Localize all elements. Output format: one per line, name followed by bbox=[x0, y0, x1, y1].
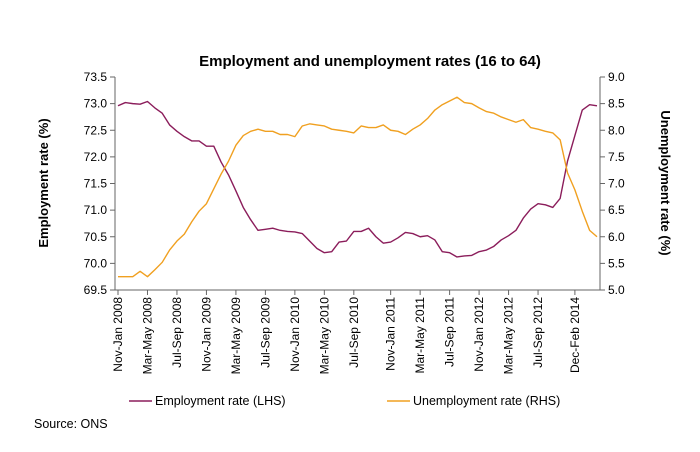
right-tick-label: 8.5 bbox=[608, 97, 625, 111]
legend-label-unemployment: Unemployment rate (RHS) bbox=[413, 394, 560, 408]
x-tick-label: Mar-May 2008 bbox=[140, 297, 154, 375]
left-tick-label: 73.5 bbox=[84, 70, 108, 84]
x-tick-label: Jul-Sep 2010 bbox=[347, 297, 361, 368]
series bbox=[117, 96, 598, 278]
left-tick-label: 72.0 bbox=[84, 150, 108, 164]
x-tick-label: Nov-Jan 2008 bbox=[111, 297, 125, 372]
left-tick-label: 70.0 bbox=[84, 256, 108, 270]
legend: Employment rate (LHS) Unemployment rate … bbox=[129, 394, 560, 408]
x-tick-label: Nov-Jan 2009 bbox=[199, 297, 213, 372]
right-tick-label: 8.0 bbox=[608, 123, 625, 137]
left-tick-label: 71.5 bbox=[84, 177, 108, 191]
x-tick-label: Mar-May 2010 bbox=[317, 297, 331, 375]
left-tick-label: 72.5 bbox=[84, 123, 108, 137]
x-tick-label: Jul-Sep 2009 bbox=[258, 297, 272, 368]
right-tick-label: 9.0 bbox=[608, 70, 625, 84]
right-tick-label: 5.0 bbox=[608, 283, 625, 297]
employment-rate-line bbox=[117, 100, 598, 258]
right-tick-label: 7.0 bbox=[608, 177, 625, 191]
source-note: Source: ONS bbox=[34, 417, 108, 431]
left-axis-title: Employment rate (%) bbox=[36, 118, 51, 247]
x-tick-label: Nov-Jan 2010 bbox=[288, 297, 302, 372]
x-tick-label: Jul-Sep 2008 bbox=[170, 297, 184, 368]
x-tick-label: Jul-Sep 2011 bbox=[443, 297, 457, 367]
right-axis-ticks: 5.0 5.5 6.0 6.5 7.0 7.5 8.0 8.5 9.0 bbox=[600, 70, 625, 297]
axes bbox=[114, 77, 601, 291]
x-tick-label: Dec-Feb 2014 bbox=[568, 297, 582, 373]
legend-label-employment: Employment rate (LHS) bbox=[155, 394, 286, 408]
left-tick-label: 69.5 bbox=[84, 283, 108, 297]
x-tick-label: Mar-May 2012 bbox=[502, 297, 516, 375]
right-tick-label: 7.5 bbox=[608, 150, 625, 164]
right-tick-label: 5.5 bbox=[608, 256, 625, 270]
right-axis-title: Unemployment rate (%) bbox=[658, 110, 673, 255]
x-tick-label: Mar-May 2009 bbox=[229, 297, 243, 375]
x-tick-label: Nov-Jan 2012 bbox=[472, 297, 486, 372]
unemployment-rate-line bbox=[118, 96, 598, 278]
left-tick-label: 70.5 bbox=[84, 230, 108, 244]
left-tick-label: 71.0 bbox=[84, 203, 108, 217]
left-tick-label: 73.0 bbox=[84, 97, 108, 111]
x-tick-label: Nov-Jan 2011 bbox=[384, 297, 398, 371]
left-axis-ticks: 69.5 70.0 70.5 71.0 71.5 72.0 72.5 73.0 73.5 bbox=[84, 70, 115, 297]
right-tick-label: 6.0 bbox=[608, 230, 625, 244]
chart-title: Employment and unemployment rates (16 to… bbox=[199, 53, 541, 70]
x-tick-label: Jul-Sep 2012 bbox=[531, 297, 545, 368]
x-axis-ticks: Nov-Jan 2008 Mar-May 2008 Jul-Sep 2008 Nov-… bbox=[111, 290, 582, 374]
x-tick-label: Mar-May 2011 bbox=[413, 297, 427, 374]
right-tick-label: 6.5 bbox=[608, 203, 625, 217]
